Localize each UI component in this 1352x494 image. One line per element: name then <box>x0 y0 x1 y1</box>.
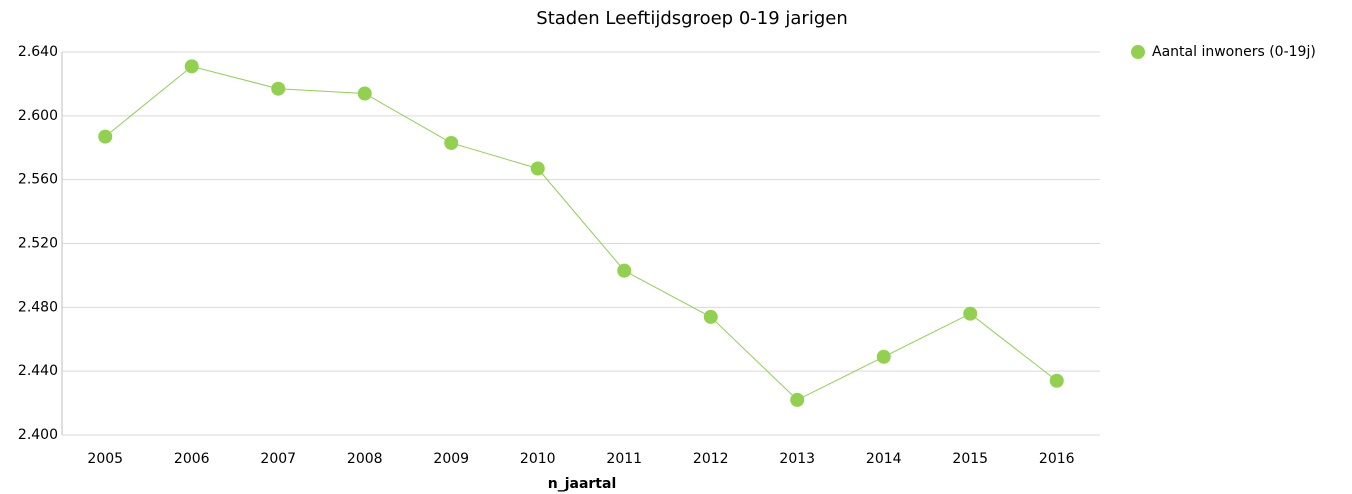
legend-swatch <box>1131 45 1145 59</box>
y-tick-label: 2.520 <box>18 236 58 252</box>
point <box>703 309 718 324</box>
x-tick-label: 2015 <box>952 451 988 467</box>
x-tick-label: 2009 <box>433 451 469 467</box>
x-tick-label: 2005 <box>87 451 123 467</box>
x-axis-label: n_jaartal <box>548 476 617 492</box>
point <box>98 129 113 144</box>
y-tick-label: 2.560 <box>18 172 58 188</box>
x-tick-label: 2013 <box>779 451 815 467</box>
y-tick-label: 2.480 <box>18 299 58 315</box>
point <box>790 392 805 407</box>
point <box>1049 373 1064 388</box>
x-tick-label: 2011 <box>606 451 642 467</box>
point <box>357 86 372 101</box>
y-tick-label: 2.440 <box>18 363 58 379</box>
point <box>184 59 199 74</box>
y-tick-label: 2.400 <box>18 427 58 443</box>
x-tick-label: 2006 <box>174 451 210 467</box>
legend-label: Aantal inwoners (0-19j) <box>1152 44 1316 60</box>
x-tick-label: 2014 <box>866 451 902 467</box>
chart-title: Staden Leeftijdsgroep 0-19 jarigen <box>536 8 847 29</box>
x-tick-label: 2008 <box>347 451 383 467</box>
point <box>963 306 978 321</box>
point <box>530 161 545 176</box>
line <box>104 65 1058 401</box>
point <box>271 81 286 96</box>
point <box>876 349 891 364</box>
y-tick-label: 2.600 <box>18 108 58 124</box>
y-tick-label: 2.640 <box>18 44 58 60</box>
x-tick-label: 2012 <box>693 451 729 467</box>
x-tick-label: 2010 <box>520 451 556 467</box>
point <box>617 263 632 278</box>
x-tick-label: 2016 <box>1039 451 1075 467</box>
point <box>444 135 459 150</box>
x-tick-label: 2007 <box>260 451 296 467</box>
